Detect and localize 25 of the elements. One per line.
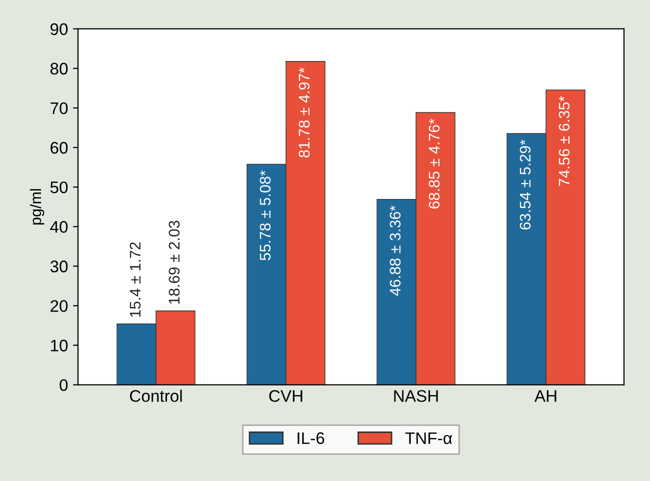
- y-tick-label: 50: [50, 181, 68, 194]
- y-tick-label: 10: [51, 340, 68, 352]
- legend-label: TNF-α: [405, 432, 452, 444]
- x-tick-label: AH: [534, 390, 556, 402]
- legend-label: IL-6: [298, 432, 324, 444]
- data-label: 74.56 ± 6.35*: [558, 96, 570, 186]
- x-tick-label: CVH: [269, 390, 302, 402]
- data-label: 68.85 ± 4.76*: [428, 118, 440, 208]
- y-tick-label: 70: [50, 102, 68, 114]
- y-tick-label: 80: [50, 62, 68, 75]
- y-tick-label: 20: [50, 300, 68, 312]
- data-label: 63.54 ± 5.29*: [520, 140, 531, 230]
- y-tick-label: 40: [50, 221, 68, 233]
- data-label: 55.78 ± 5.08*: [260, 170, 271, 260]
- data-label: 81.78 ± 4.97*: [298, 68, 310, 158]
- data-label: 46.88 ± 3.36*: [390, 206, 401, 296]
- y-tick-label: 90: [50, 23, 68, 36]
- y-axis-title: pg/ml: [30, 189, 44, 225]
- y-tick-label: 30: [50, 260, 68, 272]
- x-tick-label: NASH: [394, 390, 438, 402]
- x-tick-label: Control: [130, 390, 182, 402]
- y-tick-label: 0: [60, 379, 68, 392]
- data-label: 15.4 ± 1.72: [130, 242, 141, 317]
- y-tick-label: 60: [50, 142, 68, 154]
- data-label: 18.69 ± 2.03: [168, 220, 180, 304]
